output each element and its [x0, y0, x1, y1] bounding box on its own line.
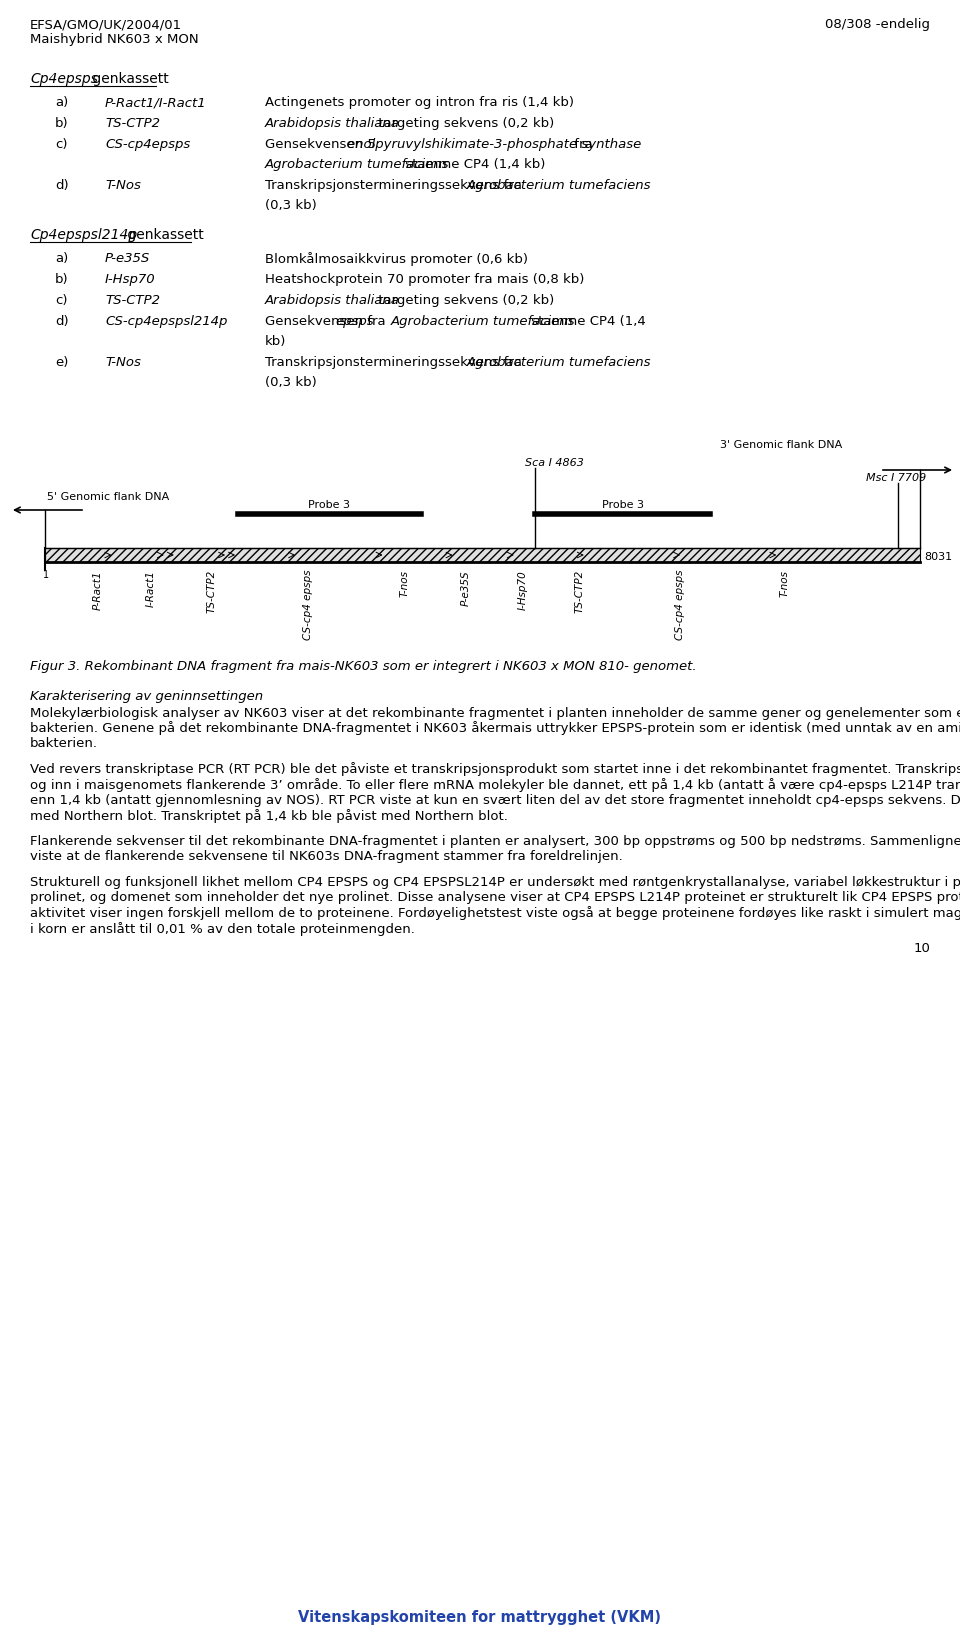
Text: Gensekvensen: Gensekvensen — [265, 315, 368, 328]
Text: Agrobacterium tumefaciens: Agrobacterium tumefaciens — [391, 315, 575, 328]
Text: targeting sekvens (0,2 kb): targeting sekvens (0,2 kb) — [374, 294, 554, 307]
Text: (0,3 kb): (0,3 kb) — [265, 376, 317, 389]
Text: Msc I 7709: Msc I 7709 — [866, 472, 926, 484]
Text: T-Nos: T-Nos — [105, 356, 141, 369]
Text: Probe 3: Probe 3 — [308, 500, 350, 510]
Text: CS-cp4epspsl214p: CS-cp4epspsl214p — [105, 315, 228, 328]
Text: bakterien. Genene på det rekombinante DNA-fragmentet i NK603 åkermais uttrykker : bakterien. Genene på det rekombinante DN… — [30, 722, 960, 735]
Text: T-Nos: T-Nos — [105, 180, 141, 193]
Text: enolpyruvylshikimate-3-phosphate synthase: enolpyruvylshikimate-3-phosphate synthas… — [347, 137, 641, 150]
Text: (0,3 kb): (0,3 kb) — [265, 199, 317, 212]
Text: TS-CTP2: TS-CTP2 — [105, 118, 160, 131]
Text: i korn er anslått til 0,01 % av den totale proteinmengden.: i korn er anslått til 0,01 % av den tota… — [30, 922, 415, 936]
Text: Molekylærbiologisk analyser av NK603 viser at det rekombinante fragmentet i plan: Molekylærbiologisk analyser av NK603 vis… — [30, 706, 960, 721]
Text: Vitenskapskomiteen for mattrygghet (VKM): Vitenskapskomiteen for mattrygghet (VKM) — [299, 1609, 661, 1624]
Text: 3' Genomic flank DNA: 3' Genomic flank DNA — [720, 440, 842, 449]
Text: kb): kb) — [265, 335, 286, 348]
Text: c): c) — [55, 294, 67, 307]
Text: Cp4epspsl214p: Cp4epspsl214p — [30, 229, 137, 242]
Text: Transkripsjonstermineringssekvens fra: Transkripsjonstermineringssekvens fra — [265, 180, 526, 193]
Text: Heatshockprotein 70 promoter fra mais (0,8 kb): Heatshockprotein 70 promoter fra mais (0… — [265, 273, 585, 286]
Text: Figur 3. Rekombinant DNA fragment fra mais-NK603 som er integrert i NK603 x MON : Figur 3. Rekombinant DNA fragment fra ma… — [30, 660, 697, 673]
Text: viste at de flankerende sekvensene til NK603s DNA-fragment stammer fra foreldrel: viste at de flankerende sekvensene til N… — [30, 850, 623, 863]
Text: targeting sekvens (0,2 kb): targeting sekvens (0,2 kb) — [374, 118, 554, 131]
Text: c): c) — [55, 137, 67, 150]
Text: bakterien.: bakterien. — [30, 737, 98, 750]
Text: enn 1,4 kb (antatt gjennomlesning av NOS). RT PCR viste at kun en svært liten de: enn 1,4 kb (antatt gjennomlesning av NOS… — [30, 794, 960, 807]
Text: P-e35S: P-e35S — [461, 570, 470, 606]
Text: Arabidopsis thaliana: Arabidopsis thaliana — [265, 294, 400, 307]
Text: EFSA/GMO/UK/2004/01: EFSA/GMO/UK/2004/01 — [30, 18, 182, 31]
Text: T-nos: T-nos — [399, 570, 409, 596]
Text: e): e) — [55, 356, 68, 369]
Text: 5' Genomic flank DNA: 5' Genomic flank DNA — [47, 492, 169, 502]
Text: Gensekvensen 5: Gensekvensen 5 — [265, 137, 380, 150]
Text: TS-CTP2: TS-CTP2 — [206, 570, 217, 613]
Text: b): b) — [55, 118, 68, 131]
Text: P-Ract1: P-Ract1 — [93, 570, 103, 609]
Text: Flankerende sekvenser til det rekombinante DNA-fragmentet i planten er analysert: Flankerende sekvenser til det rekombinan… — [30, 835, 960, 848]
Text: Agrobacterium tumefaciens: Agrobacterium tumefaciens — [467, 356, 651, 369]
Text: T-nos: T-nos — [780, 570, 790, 596]
Text: I-Ract1: I-Ract1 — [146, 570, 156, 606]
Text: 08/308 -endelig: 08/308 -endelig — [825, 18, 930, 31]
Text: genkassett: genkassett — [123, 229, 204, 242]
Text: Karakterisering av geninnsettingen: Karakterisering av geninnsettingen — [30, 690, 263, 703]
Text: b): b) — [55, 273, 68, 286]
Text: og inn i maisgenomets flankerende 3’ område. To eller flere mRNA molekyler ble d: og inn i maisgenomets flankerende 3’ omr… — [30, 778, 960, 792]
Text: TS-CTP2: TS-CTP2 — [574, 570, 585, 613]
Text: P-Ract1/I-Ract1: P-Ract1/I-Ract1 — [105, 96, 206, 109]
Text: a): a) — [55, 252, 68, 265]
Text: a): a) — [55, 96, 68, 109]
Text: P-e35S: P-e35S — [105, 252, 151, 265]
Text: CS-cp4epsps: CS-cp4epsps — [105, 137, 190, 150]
Text: CS-cp4 epsps: CS-cp4 epsps — [303, 570, 313, 641]
Text: 8031: 8031 — [924, 552, 952, 562]
Text: TS-CTP2: TS-CTP2 — [105, 294, 160, 307]
Text: Transkripsjonstermineringssekvens fra: Transkripsjonstermineringssekvens fra — [265, 356, 526, 369]
Text: I-Hsp70: I-Hsp70 — [105, 273, 156, 286]
Text: stamme CP4 (1,4 kb): stamme CP4 (1,4 kb) — [401, 158, 545, 172]
Text: I-Hsp70: I-Hsp70 — [517, 570, 527, 609]
Text: stamme CP4 (1,4: stamme CP4 (1,4 — [527, 315, 645, 328]
Text: med Northern blot. Transkriptet på 1,4 kb ble påvist med Northern blot.: med Northern blot. Transkriptet på 1,4 k… — [30, 809, 508, 824]
Bar — [45, 547, 920, 562]
Text: d): d) — [55, 315, 68, 328]
Text: CS-cp4 epsps: CS-cp4 epsps — [675, 570, 685, 641]
Text: Blomkålmosaikkvirus promoter (0,6 kb): Blomkålmosaikkvirus promoter (0,6 kb) — [265, 252, 528, 266]
Text: Cp4epsps: Cp4epsps — [30, 72, 98, 87]
Text: Sca I 4863: Sca I 4863 — [525, 458, 584, 467]
Text: Arabidopsis thaliana: Arabidopsis thaliana — [265, 118, 400, 131]
Text: Agrobacterium tumefaciens: Agrobacterium tumefaciens — [265, 158, 449, 172]
Text: Ved revers transkriptase PCR (RT PCR) ble det påviste et transkripsjonsprodukt s: Ved revers transkriptase PCR (RT PCR) bl… — [30, 763, 960, 776]
Text: prolinet, og domenet som inneholder det nye prolinet. Disse analysene viser at C: prolinet, og domenet som inneholder det … — [30, 891, 960, 904]
Text: Strukturell og funksjonell likhet mellom CP4 EPSPS og CP4 EPSPSL214P er undersøk: Strukturell og funksjonell likhet mellom… — [30, 876, 960, 889]
Text: Maishybrid NK603 x MON: Maishybrid NK603 x MON — [30, 33, 199, 46]
Text: 1: 1 — [43, 570, 49, 580]
Text: Probe 3: Probe 3 — [602, 500, 643, 510]
Text: fra: fra — [570, 137, 593, 150]
Text: Agrobacterium tumefaciens: Agrobacterium tumefaciens — [467, 180, 651, 193]
Text: 10: 10 — [913, 943, 930, 956]
Text: epsps: epsps — [336, 315, 374, 328]
Text: d): d) — [55, 180, 68, 193]
Text: Actingenets promoter og intron fra ris (1,4 kb): Actingenets promoter og intron fra ris (… — [265, 96, 574, 109]
Text: genkassett: genkassett — [88, 72, 169, 87]
Text: aktivitet viser ingen forskjell mellom de to proteinene. Fordøyelighetstest vist: aktivitet viser ingen forskjell mellom d… — [30, 907, 960, 920]
Text: fra: fra — [363, 315, 390, 328]
